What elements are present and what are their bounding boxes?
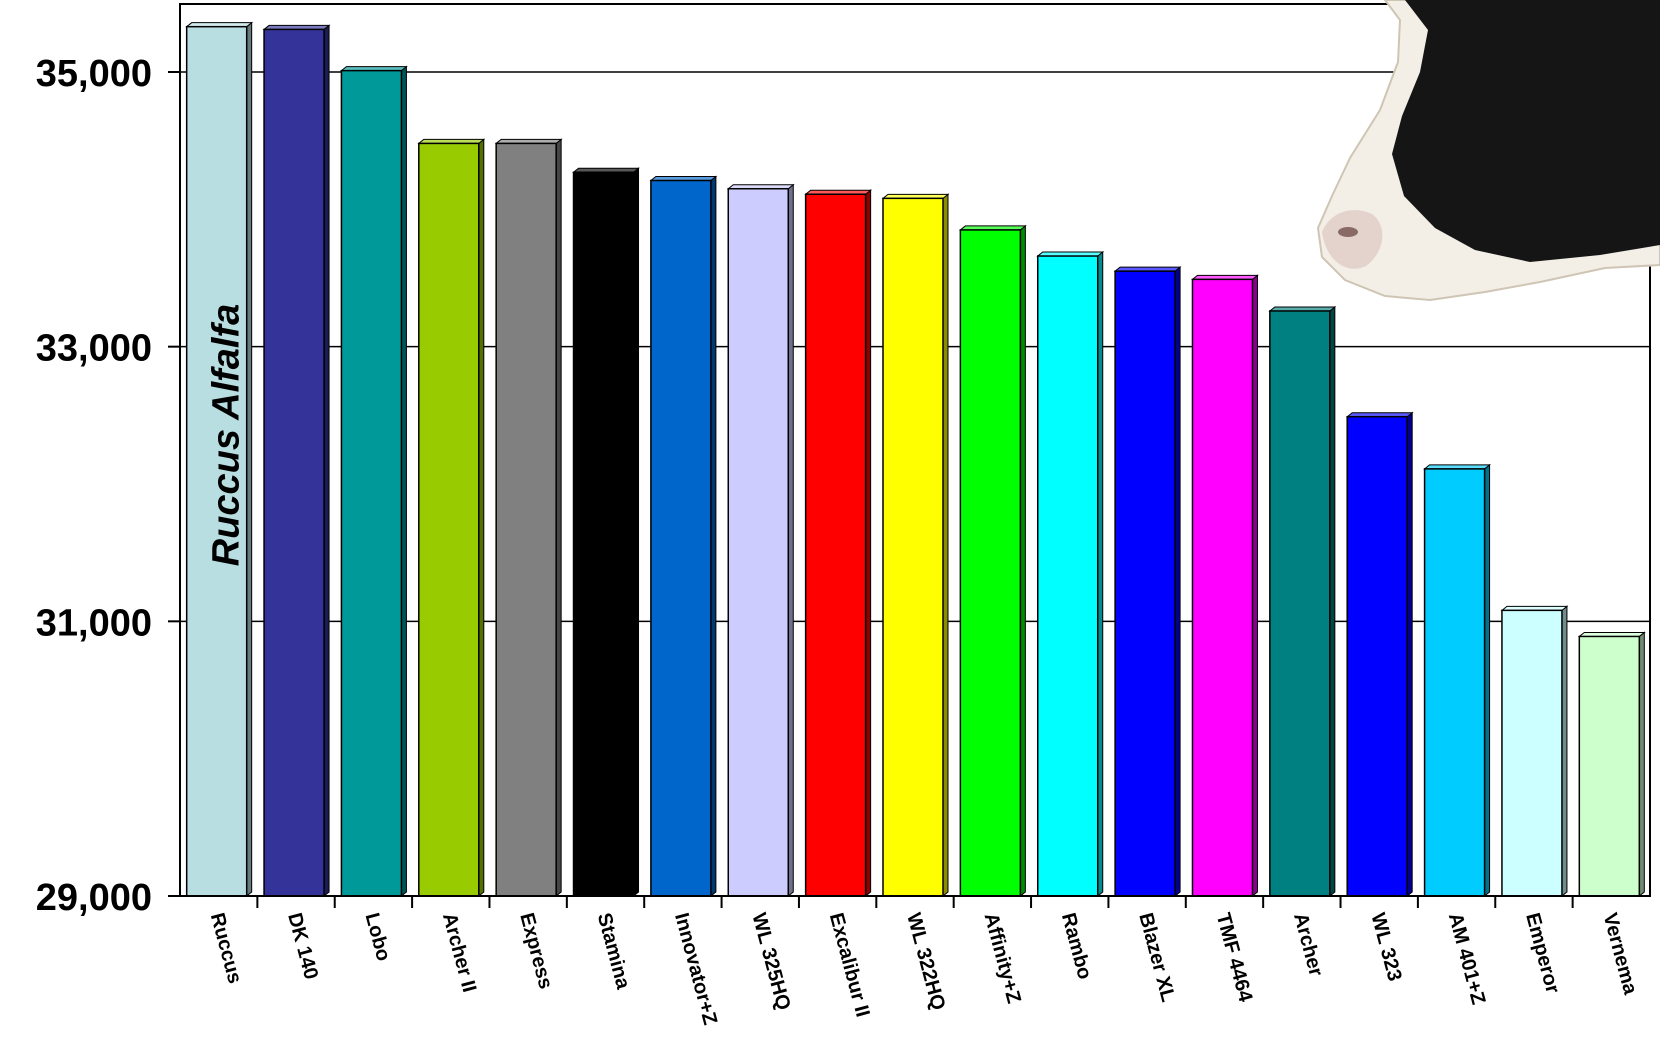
- x-tick-label: WL 322HQ: [902, 911, 949, 1013]
- x-tick-label: Stamina: [593, 911, 635, 993]
- x-tick-label: Archer: [1289, 911, 1327, 979]
- bar: [1036, 250, 1105, 898]
- bar-front: [495, 142, 557, 897]
- x-tick-label: Archer II: [438, 911, 480, 995]
- bar: [1268, 305, 1337, 898]
- bar-front: [418, 142, 480, 897]
- bar: [494, 138, 563, 898]
- bar: [649, 175, 718, 898]
- y-tick-label: 31,000: [36, 602, 152, 644]
- x-tick-label: WL 325HQ: [747, 911, 794, 1013]
- bar-front: [804, 193, 867, 897]
- cow-head-black-patch: [1392, 0, 1660, 262]
- x-tick-label: Rambo: [1057, 911, 1096, 982]
- x-tick-label: WL 323: [1366, 911, 1405, 984]
- y-tick-label: 29,000: [36, 877, 152, 919]
- bar-front: [1269, 310, 1331, 897]
- bar-front: [340, 69, 403, 897]
- bar: [262, 24, 331, 898]
- bar-front: [572, 171, 635, 897]
- x-tick-label: Affinity+Z: [980, 911, 1025, 1006]
- x-tick-label: Innovator+Z: [670, 911, 721, 1028]
- x-tick-label: Ruccus: [206, 911, 246, 986]
- y-tick-label: 35,000: [36, 53, 152, 95]
- x-tick-label: Express: [515, 911, 556, 992]
- x-tick-label: Blazer XL: [1134, 911, 1179, 1005]
- bar: [881, 193, 950, 898]
- bar-front: [1114, 270, 1176, 897]
- bar: [726, 183, 795, 898]
- x-tick-label: Emperor: [1521, 911, 1564, 996]
- bar-front: [882, 197, 944, 897]
- cow-muzzle: [1322, 210, 1383, 269]
- y-tick-label: 33,000: [36, 328, 152, 370]
- bar-front: [263, 28, 325, 897]
- bar: [339, 65, 408, 898]
- y-axis-ticks: 29,000 31,000 33,000 35,000: [36, 53, 180, 919]
- x-tick-label: TMF 4464: [1212, 911, 1257, 1006]
- bar-front: [1423, 468, 1486, 897]
- bar-front: [650, 179, 712, 897]
- bar: [1345, 411, 1414, 898]
- bar-front: [959, 229, 1022, 897]
- x-tick-label: Lobo: [361, 911, 395, 964]
- bar: [572, 167, 640, 898]
- bar: [1500, 605, 1569, 898]
- x-tick-label: AM 401+Z: [1444, 911, 1490, 1007]
- bar-front: [727, 187, 790, 897]
- bar-front: [1578, 635, 1641, 897]
- axes: [179, 4, 1650, 908]
- bar: [1577, 631, 1646, 898]
- bar-annotation: Ruccus Alfalfa: [206, 304, 248, 567]
- bar-front: [1346, 415, 1408, 897]
- cow-nostril: [1338, 227, 1358, 237]
- bar: [185, 21, 254, 898]
- cow-head-image: [1316, 0, 1660, 302]
- bar: [958, 224, 1027, 898]
- bar-front: [1501, 609, 1563, 897]
- x-tick-label: Vernema: [1598, 911, 1641, 998]
- bar-front: [1036, 255, 1099, 897]
- bar: [1191, 274, 1259, 898]
- x-axis-labels: Ruccus DK 140 Lobo Archer II Express Stamina I…: [206, 911, 1642, 1028]
- x-tick-label: Excalibur II: [825, 911, 874, 1020]
- bar: [417, 138, 486, 898]
- x-tick-label: DK 140: [283, 911, 322, 982]
- bar: [1423, 463, 1492, 898]
- bar: [804, 189, 873, 898]
- bar-front: [1191, 278, 1254, 897]
- bar: [1113, 266, 1182, 898]
